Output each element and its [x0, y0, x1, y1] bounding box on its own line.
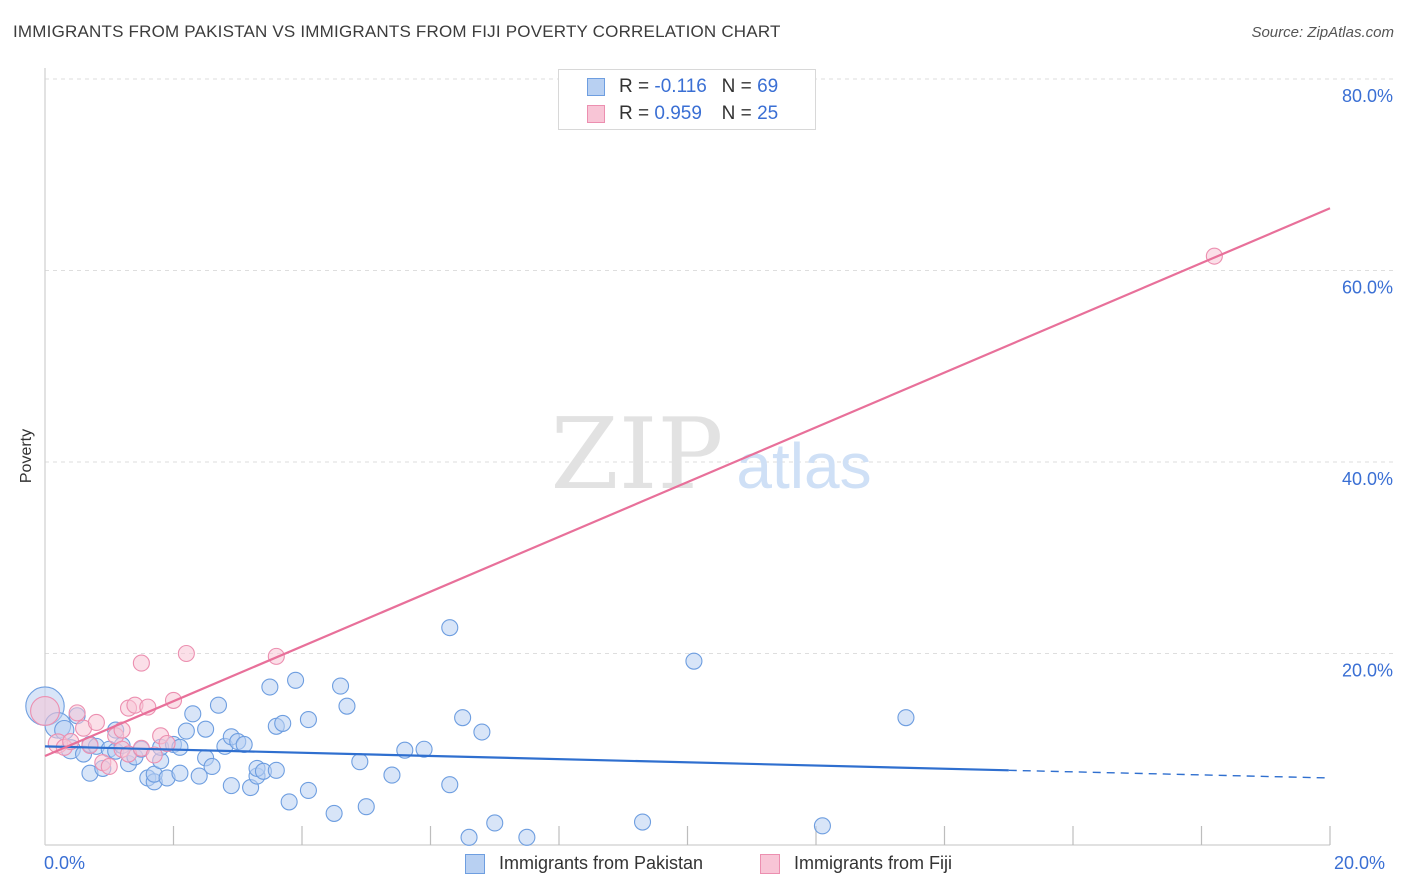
pakistan-point [287, 671, 305, 689]
pakistan-point [813, 817, 831, 835]
pakistan-point [299, 781, 317, 799]
fiji-point [87, 713, 105, 731]
pakistan-point [454, 709, 472, 727]
fiji-trend-line [44, 207, 1331, 757]
pakistan-point [473, 723, 491, 741]
pakistan-point [441, 776, 459, 794]
pakistan-trend-extension [1008, 769, 1331, 779]
r-value-pakistan: -0.116 [654, 76, 707, 97]
pakistan-point [299, 711, 317, 729]
pakistan-point [415, 740, 433, 758]
pakistan-point [441, 619, 459, 637]
pakistan-point [383, 766, 401, 784]
y-tick-label: 40.0% [1342, 469, 1393, 489]
pakistan-point [633, 813, 652, 831]
pakistan-swatch [587, 78, 605, 96]
pakistan-point [235, 735, 253, 754]
r-label: R = [619, 76, 650, 97]
pakistan-trend-line [44, 745, 1009, 772]
pakistan-point [351, 753, 369, 771]
y-tick-label: 20.0% [1342, 661, 1393, 681]
trend-lines [44, 207, 1331, 779]
n-label: N = [721, 76, 752, 97]
fiji-legend-swatch [760, 854, 780, 874]
fiji-point [132, 654, 150, 672]
pakistan-point [486, 814, 504, 832]
r-label: R = [619, 103, 650, 124]
pakistan-point [209, 696, 228, 714]
pakistan-point [357, 798, 375, 816]
fiji-point [177, 644, 195, 663]
correlation-legend: R = -0.116 N = 69 R = 0.959 N = 25 [558, 69, 816, 130]
chart-title: IMMIGRANTS FROM PAKISTAN VS IMMIGRANTS F… [13, 22, 781, 41]
fiji-point [158, 734, 176, 753]
pakistan-point [518, 828, 536, 846]
x-tick-label-min: 0.0% [44, 853, 86, 873]
fiji-point [68, 704, 86, 722]
pakistan-legend-label: Immigrants from Pakistan [499, 853, 704, 873]
pakistan-point [338, 697, 356, 715]
pakistan-point [261, 678, 279, 696]
n-label: N = [721, 103, 752, 124]
watermark-zip: ZIP [551, 398, 724, 512]
pakistan-point [171, 764, 189, 782]
pakistan-point [280, 793, 298, 811]
legend-text-fiji: R = 0.959 N = 25 [619, 103, 778, 125]
pakistan-point [274, 714, 292, 732]
pakistan-legend-swatch [465, 854, 485, 874]
pakistan-point [267, 761, 285, 779]
fiji-point [145, 746, 163, 764]
fiji-swatch [587, 105, 605, 123]
pakistan-point [190, 767, 208, 785]
x-tick-label-max: 20.0% [1334, 853, 1386, 873]
pakistan-point [685, 652, 703, 670]
data-points [25, 247, 1223, 846]
source-label: Source: ZipAtlas.com [1251, 24, 1394, 41]
r-value-fiji: 0.959 [654, 103, 702, 124]
watermark-atlas: atlas [736, 430, 871, 502]
pakistan-point [331, 677, 350, 695]
fiji-point [30, 695, 60, 726]
pakistan-point [177, 722, 195, 740]
n-value-fiji: 25 [757, 103, 779, 124]
pakistan-point [222, 777, 240, 795]
pakistan-point [203, 757, 221, 776]
pakistan-point [197, 720, 215, 738]
y-tick-labels: 20.0% 40.0% 60.0% 80.0% [1342, 86, 1393, 681]
fiji-legend-label: Immigrants from Fiji [794, 853, 953, 873]
pakistan-point [325, 804, 343, 822]
grid-lines [45, 78, 1395, 654]
legend-text-pakistan: R = -0.116 N = 69 [619, 76, 778, 98]
y-tick-label: 60.0% [1342, 278, 1393, 298]
pakistan-point [897, 709, 915, 727]
n-value-pakistan: 69 [757, 76, 779, 97]
pakistan-point [184, 705, 202, 723]
fiji-point [100, 757, 118, 776]
pakistan-point [460, 828, 478, 846]
y-tick-label: 80.0% [1342, 86, 1393, 106]
